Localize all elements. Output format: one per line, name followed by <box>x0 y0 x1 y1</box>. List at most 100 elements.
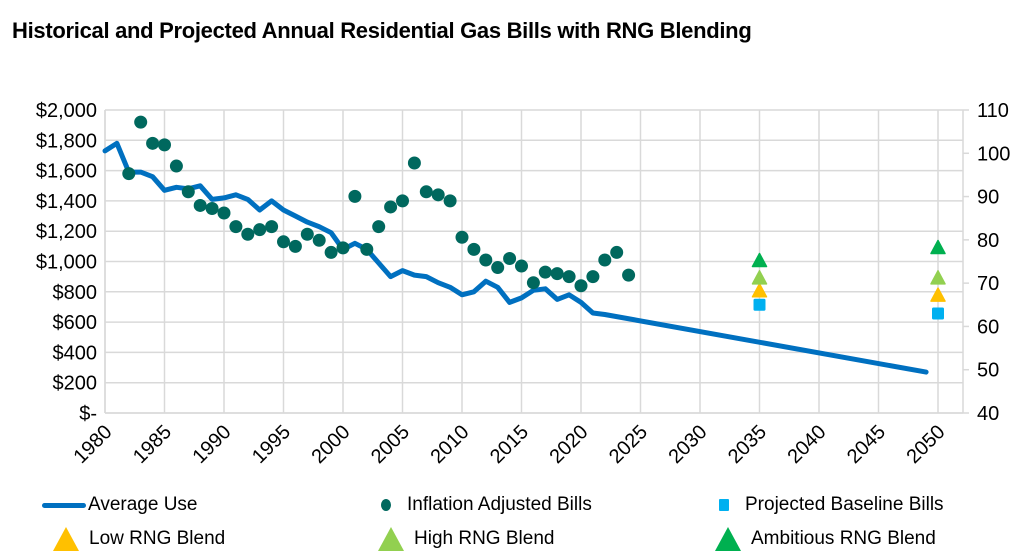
legend-item-low-rng-blend: Low RNG Blend <box>53 527 225 551</box>
inflation-adjusted-point <box>288 239 302 253</box>
inflation-adjusted-point <box>265 220 279 234</box>
inflation-adjusted-point <box>562 270 576 284</box>
y-tick-label: $1,800 <box>36 130 97 152</box>
x-tick-label: 2025 <box>605 421 652 468</box>
x-tick-label: 1990 <box>189 421 236 468</box>
ambitious-rng-blend-point <box>751 252 768 268</box>
x-tick-label: 2030 <box>665 421 712 468</box>
chart-marks <box>102 115 946 375</box>
inflation-adjusted-point <box>586 270 600 284</box>
inflation-adjusted-point <box>217 206 231 220</box>
legend-label: Inflation Adjusted Bills <box>407 494 592 515</box>
inflation-adjusted-point <box>491 261 505 275</box>
inflation-adjusted-point <box>324 245 338 259</box>
y2-axis-ticks: 40 50 60 70 80 90 100 110 <box>977 100 1010 425</box>
inflation-adjusted-point <box>205 201 219 215</box>
inflation-adjusted-point <box>372 220 386 234</box>
x-tick-label: 2045 <box>843 421 890 468</box>
y-tick-label: $200 <box>53 373 98 395</box>
circle-swatch-icon <box>381 499 391 511</box>
y-tick-label: $1,000 <box>36 252 97 274</box>
inflation-adjusted-point <box>396 194 409 208</box>
triangle-swatch-icon <box>378 527 404 551</box>
inflation-adjusted-point <box>431 188 445 202</box>
y-tick-label: $600 <box>53 312 98 334</box>
inflation-adjusted-point <box>526 276 540 290</box>
x-tick-label: 2010 <box>427 421 474 468</box>
x-tick-label: 2050 <box>903 421 950 468</box>
inflation-adjusted-point <box>169 159 183 173</box>
inflation-adjusted-point <box>538 265 552 279</box>
inflation-adjusted-point <box>467 242 481 256</box>
x-tick-label: 2040 <box>784 421 831 468</box>
inflation-adjusted-point <box>229 220 243 234</box>
inflation-adjusted-point <box>419 185 433 199</box>
chart-title: Historical and Projected Annual Resident… <box>12 18 752 43</box>
inflation-adjusted-point <box>598 253 612 267</box>
x-axis-ticks: 1980 1985 1990 1995 2000 2005 2010 2015 2020 2025… <box>70 421 950 468</box>
inflation-adjusted-point <box>253 223 267 237</box>
legend-item-inflation-adjusted-bills: Inflation Adjusted Bills <box>381 494 592 516</box>
inflation-adjusted-point <box>455 230 469 244</box>
triangle-swatch-icon <box>53 527 79 551</box>
y2-tick-label: 60 <box>977 316 999 338</box>
x-tick-label: 1980 <box>70 421 117 468</box>
inflation-adjusted-point <box>503 251 517 265</box>
y-tick-label: $400 <box>53 342 98 364</box>
y2-tick-label: 50 <box>977 360 999 382</box>
axes <box>104 109 969 414</box>
inflation-adjusted-point <box>158 138 171 152</box>
high-rng-blend-point <box>930 270 946 285</box>
inflation-adjusted-point <box>134 115 148 129</box>
low-rng-blend-point <box>930 287 946 302</box>
y-tick-label: $2,000 <box>36 100 97 122</box>
inflation-adjusted-point <box>610 245 624 259</box>
inflation-adjusted-point <box>622 268 636 282</box>
y-tick-label: $800 <box>53 282 98 304</box>
inflation-adjusted-point <box>384 200 398 214</box>
inflation-adjusted-point <box>574 279 588 293</box>
x-tick-label: 2015 <box>486 421 533 468</box>
inflation-adjusted-point <box>550 267 564 281</box>
projected-baseline-point <box>932 307 944 320</box>
legend-item-high-rng-blend: High RNG Blend <box>378 527 554 551</box>
inflation-adjusted-point <box>122 167 136 181</box>
y-tick-label: $- <box>79 403 97 425</box>
y-tick-label: $1,600 <box>36 161 97 183</box>
y2-tick-label: 70 <box>977 273 999 295</box>
square-swatch-icon <box>719 499 729 511</box>
line-swatch-icon <box>42 502 86 508</box>
inflation-adjusted-point <box>515 259 528 273</box>
inflation-adjusted-point <box>348 189 362 203</box>
y-tick-label: $1,200 <box>36 221 97 243</box>
x-tick-label: 2000 <box>308 421 355 468</box>
x-tick-label: 2035 <box>724 421 771 468</box>
x-tick-label: 2020 <box>546 421 593 468</box>
triangle-swatch-icon <box>715 527 741 551</box>
low-rng-blend-point <box>751 283 768 298</box>
y2-tick-label: 100 <box>977 143 1010 165</box>
legend-label: Projected Baseline Bills <box>745 494 944 515</box>
legend-item-average-use: Average Use <box>42 494 198 516</box>
inflation-adjusted-point <box>443 194 457 208</box>
inflation-adjusted-point <box>360 242 374 256</box>
x-tick-label: 2005 <box>367 421 414 468</box>
legend-item-ambitious-rng-blend: Ambitious RNG Blend <box>715 527 936 551</box>
inflation-adjusted-point <box>146 136 160 150</box>
y2-tick-label: 110 <box>977 100 1009 122</box>
gridlines <box>104 109 963 414</box>
inflation-adjusted-point <box>312 233 326 247</box>
legend-label: Low RNG Blend <box>89 528 226 549</box>
legend-label: High RNG Blend <box>414 528 555 549</box>
inflation-adjusted-point <box>407 156 421 170</box>
legend-label: Ambitious RNG Blend <box>751 528 936 549</box>
y2-tick-label: 90 <box>977 187 999 209</box>
x-tick-label: 1985 <box>129 421 176 468</box>
inflation-adjusted-point <box>241 227 255 241</box>
legend-label: Average Use <box>88 494 198 515</box>
y2-tick-label: 40 <box>977 403 999 425</box>
inflation-adjusted-point <box>479 253 493 267</box>
inflation-adjusted-point <box>300 227 314 241</box>
inflation-adjusted-point <box>193 198 207 212</box>
